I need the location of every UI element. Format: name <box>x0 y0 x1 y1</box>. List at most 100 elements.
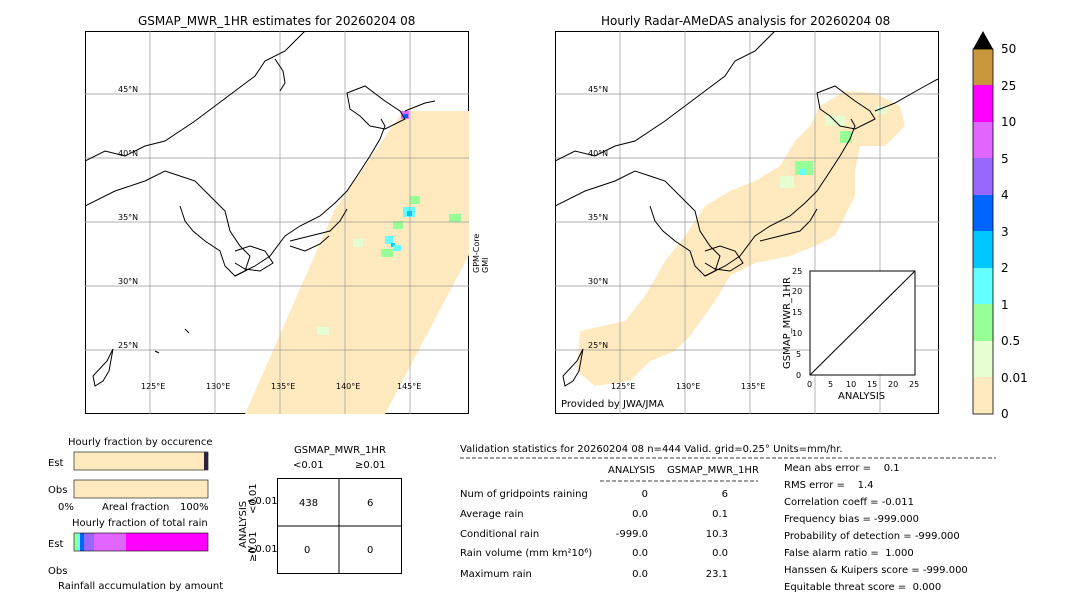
x-tick: 10 <box>846 380 856 389</box>
colorbar-label: 0 <box>1001 407 1009 420</box>
contingency-cell: 438 <box>299 498 318 509</box>
svg-text:Obs: Obs <box>48 485 67 496</box>
colorbar-label: 10 <box>1001 115 1016 129</box>
score-line: False alarm ratio = 1.000 <box>784 548 914 559</box>
colorbar-label: 3 <box>1001 225 1009 239</box>
x-tick: 20 <box>888 380 898 389</box>
svg-text:100%: 100% <box>180 502 209 513</box>
svg-text:40°N: 40°N <box>588 149 608 158</box>
validation-dashes <box>460 457 996 482</box>
left-map-title: GSMAP_MWR_1HR estimates for 20260204 08 <box>138 14 416 28</box>
colorbar-label: 25 <box>1001 79 1016 93</box>
diagonal-line <box>809 270 916 376</box>
colorbar: 50 25 10 5 4 3 2 1 0.5 0.01 0 <box>972 31 1028 420</box>
left-map-side-label: GPM-Core GMI <box>472 234 490 273</box>
svg-text:Est: Est <box>48 458 64 469</box>
svg-text:25°N: 25°N <box>588 341 608 350</box>
svg-text:135°E: 135°E <box>271 382 295 391</box>
contingency-row-axis: ANALYSIS <0.01 ≥0.01 <box>238 483 259 562</box>
y-tick: 20 <box>792 287 802 296</box>
contingency-cell: 0 <box>367 545 373 556</box>
score-line: Hanssen & Kuipers score = -999.000 <box>784 565 968 576</box>
svg-text:GPM-Core: GPM-Core <box>472 234 481 273</box>
x-tick: 25 <box>909 380 919 389</box>
y-tick: 10 <box>792 329 802 338</box>
rain-patches <box>317 111 461 335</box>
svg-text:140°E: 140°E <box>336 382 360 391</box>
score-line: RMS error = 1.4 <box>784 480 874 491</box>
contingency-col-label: <0.01 <box>293 460 324 471</box>
svg-text:Rainfall accumulation by amoun: Rainfall accumulation by amount <box>58 581 223 592</box>
satellite-swath <box>243 111 469 414</box>
stats-row: Num of gridpoints raining <box>460 489 588 500</box>
contingency-row-label: <0.01 <box>247 496 278 507</box>
stats-row: Average rain <box>460 509 524 520</box>
score-line: Mean abs error = 0.1 <box>784 463 900 474</box>
y-tick: 15 <box>792 308 802 317</box>
svg-text:Est: Est <box>48 539 64 550</box>
x-tick: 5 <box>828 380 833 389</box>
colorbar-label: 50 <box>1001 42 1016 56</box>
inset-scatter: 0 5 10 15 20 25 0 5 10 15 20 25 ANALYSIS… <box>782 267 919 402</box>
svg-text:ANALYSIS: ANALYSIS <box>238 501 249 548</box>
svg-text:30°N: 30°N <box>588 277 608 286</box>
stats-row: Maximum rain <box>460 569 532 580</box>
contingency-title: GSMAP_MWR_1HR <box>294 445 386 456</box>
colorbar-extend-triangle <box>973 31 993 49</box>
contingency-row-label: ≥0.01 <box>247 544 278 555</box>
svg-text:Areal fraction: Areal fraction <box>102 502 169 513</box>
occurrence-title: Hourly fraction by occurence <box>68 437 213 448</box>
svg-text:145°E: 145°E <box>397 382 421 391</box>
score-line: Frequency bias = -999.000 <box>784 514 919 525</box>
occurrence-chart: Est Obs 0% Areal fraction 100% <box>48 451 209 513</box>
stats-row: Conditional rain <box>460 529 540 540</box>
colorbar-label: 0.5 <box>1001 334 1020 348</box>
right-map-title: Hourly Radar-AMeDAS analysis for 2026020… <box>601 14 891 28</box>
validation-header: Validation statistics for 20260204 08 n=… <box>460 444 843 455</box>
svg-text:40°N: 40°N <box>118 149 138 158</box>
colorbar-label: 0.01 <box>1001 371 1028 385</box>
y-tick: 25 <box>792 267 802 276</box>
svg-text:135°E: 135°E <box>741 382 765 391</box>
contingency-cell: 6 <box>367 498 373 509</box>
svg-text:≥0.01: ≥0.01 <box>248 531 259 562</box>
svg-text:125°E: 125°E <box>141 382 165 391</box>
svg-text:35°N: 35°N <box>588 213 608 222</box>
colorbar-label: 5 <box>1001 152 1009 166</box>
y-tick: 0 <box>796 371 801 380</box>
score-line: Correlation coeff = -0.011 <box>784 497 914 508</box>
analysis-coverage <box>577 91 905 386</box>
col-gsmap-header: GSMAP_MWR_1HR <box>667 465 759 476</box>
svg-text:30°N: 30°N <box>118 277 138 286</box>
svg-text:GMI: GMI <box>481 258 490 273</box>
colorbar-segments <box>973 49 993 414</box>
svg-text:130°E: 130°E <box>206 382 230 391</box>
contingency-col-label: ≥0.01 <box>355 460 386 471</box>
y-tick: 5 <box>796 350 801 359</box>
col-analysis-header: ANALYSIS <box>608 465 656 476</box>
svg-text:Obs: Obs <box>48 566 67 577</box>
inset-xlabel: ANALYSIS <box>838 391 885 402</box>
total-rain-chart: Est Obs Rainfall accumulation by amount <box>48 532 223 592</box>
contingency-grid: 438 6 0 0 <box>277 478 402 574</box>
credit-text: Provided by JWA/JMA <box>561 399 664 410</box>
x-tick: 0 <box>807 380 812 389</box>
score-line: Equitable threat score = 0.000 <box>784 582 942 593</box>
score-line: Probability of detection = -999.000 <box>784 531 960 542</box>
svg-text:45°N: 45°N <box>588 85 608 94</box>
colorbar-label: 4 <box>1001 188 1009 202</box>
colorbar-label: 1 <box>1001 298 1009 312</box>
svg-text:25°N: 25°N <box>118 341 138 350</box>
contingency-cell: 0 <box>304 545 310 556</box>
svg-text:130°E: 130°E <box>676 382 700 391</box>
total-rain-est-bar <box>73 532 209 552</box>
inset-ylabel: GSMAP_MWR_1HR <box>782 277 793 369</box>
x-tick: 15 <box>867 380 877 389</box>
total-rain-title: Hourly fraction of total rain <box>72 518 208 529</box>
svg-text:<0.01: <0.01 <box>248 483 259 514</box>
svg-text:35°N: 35°N <box>118 213 138 222</box>
left-map: 45°N 40°N 35°N 30°N 25°N 125°E 130°E 135… <box>85 31 469 414</box>
svg-text:45°N: 45°N <box>118 85 138 94</box>
svg-text:125°E: 125°E <box>611 382 635 391</box>
colorbar-label: 2 <box>1001 261 1009 275</box>
